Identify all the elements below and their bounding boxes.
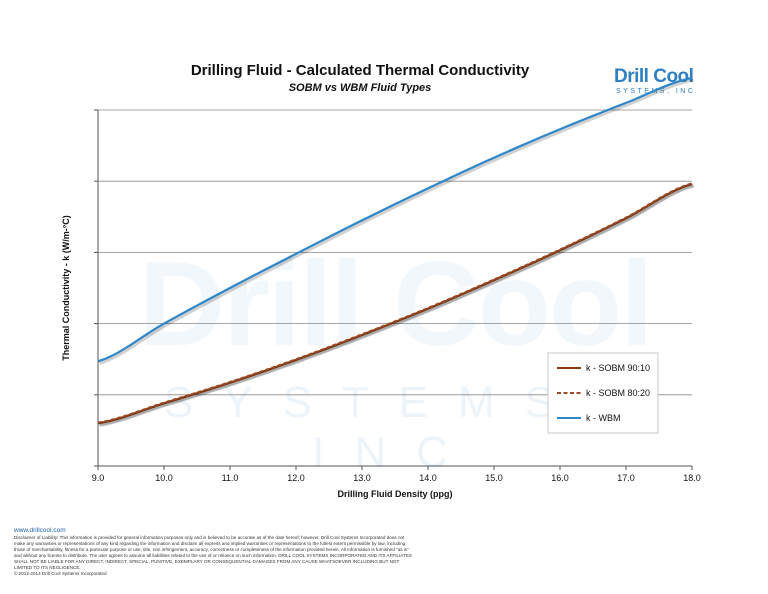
axis-ticks: 9.0 10.0 11.0 12.0 13.0 14.0 15.0 16.0 17.0 18.0 [92,109,701,483]
legend: k - SOBM 90:10 k - SOBM 80:20 k - WBM [547,352,659,434]
series-line-2 [97,76,693,363]
watermark-logo-text: Drill Cool [138,237,653,371]
watermark-logo-subtext: SYSTEMS, INC [163,378,627,477]
series-shadow-2 [99,78,694,365]
x-tick-label: 12.0 [287,473,305,483]
series-line-1 [97,182,693,424]
x-tick-label: 13.0 [353,473,371,483]
x-tick-label: 15.0 [485,473,503,483]
x-axis-label: Drilling Fluid Density (ppg) [338,489,453,499]
legend-entry-1: k - SOBM 80:20 [586,388,650,398]
series-shadow-0 [99,184,694,427]
footer: www.drillcool.com Disclaimer of Liabilit… [14,527,414,577]
axes [97,110,692,467]
footer-copyright: © 2012-2014 Drill Cool Systems Incorpora… [14,571,107,576]
x-tick-label: 14.0 [419,473,437,483]
x-tick-label: 9.0 [92,473,105,483]
chart-title: Drilling Fluid - Calculated Thermal Cond… [190,62,530,79]
x-tick-label: 17.0 [617,473,635,483]
logo-main-text: Drill Cool [614,66,694,87]
x-tick-label: 18.0 [683,473,701,483]
y-axis-label: Thermal Conductivity - k (W/m-°C) [61,215,71,361]
footer-disclaimer: Disclaimer of Liability: This informatio… [14,535,412,570]
x-tick-label: 11.0 [222,473,239,483]
series-lines [97,76,694,427]
chart-subtitle: SOBM vs WBM Fluid Types [288,82,432,94]
grid-lines [98,109,692,396]
x-tick-label: 16.0 [551,473,569,483]
footer-website-link[interactable]: www.drillcool.com [14,527,66,534]
x-tick-label: 10.0 [155,473,173,483]
legend-entry-2: k - WBM [586,413,621,423]
series-shadow-1 [99,183,694,427]
legend-entry-0: k - SOBM 90:10 [586,363,650,373]
